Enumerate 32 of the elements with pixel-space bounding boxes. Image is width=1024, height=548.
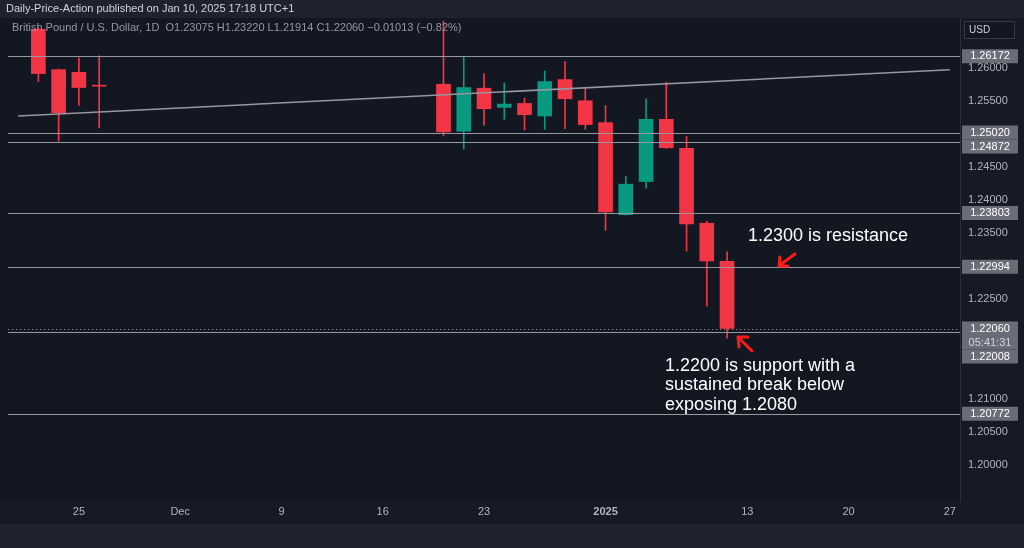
x-tick-label: 16	[376, 504, 389, 517]
candlestick	[91, 55, 107, 129]
ref-line-label: 1.20772	[970, 406, 1010, 419]
y-tick-label: 1.20500	[968, 424, 1008, 437]
ref-line-label: 1.24872	[970, 139, 1010, 152]
y-tick-label: 1.23500	[968, 226, 1008, 239]
y-tick-label: 1.24000	[968, 193, 1008, 206]
ref-line-label: 1.23803	[970, 206, 1010, 219]
annotation: 1.2200 is support with a sustained break below exposing 1.2080	[665, 354, 857, 414]
ref-line-label: 1.25020	[970, 125, 1010, 138]
ref-line-label: 1.26172	[970, 49, 1010, 62]
ref-line-label: 1.22008	[970, 349, 1010, 362]
ref-line-label: 1.22060 05:41:31	[968, 321, 1012, 348]
x-tick-label: 9	[278, 504, 285, 517]
y-axis-title: USD	[969, 23, 991, 35]
candlestick	[496, 82, 512, 120]
y-tick-label: 1.22500	[968, 292, 1008, 305]
ref-line-label: 1.22994	[970, 259, 1010, 272]
y-tick-label: 1.26000	[968, 60, 1008, 73]
x-tick-label: Dec	[170, 504, 191, 517]
x-tick-label: 20	[842, 504, 855, 517]
x-tick-label: 25	[72, 504, 86, 517]
y-tick-label: 1.24500	[968, 160, 1008, 173]
x-tick-label: 23	[477, 504, 491, 517]
x-tick-label: 13	[741, 504, 754, 517]
y-tick-label: 1.20000	[968, 457, 1008, 470]
x-tick-label: 27	[943, 504, 956, 517]
chart-title: Daily-Price-Action published on Jan 10, 2025 17:18 UTC+1	[6, 2, 295, 15]
annotation: 1.2300 is resistance	[748, 224, 909, 245]
x-tick-label: 2025	[593, 504, 618, 517]
y-tick-label: 1.21000	[968, 391, 1008, 404]
y-tick-label: 1.25500	[968, 93, 1008, 106]
